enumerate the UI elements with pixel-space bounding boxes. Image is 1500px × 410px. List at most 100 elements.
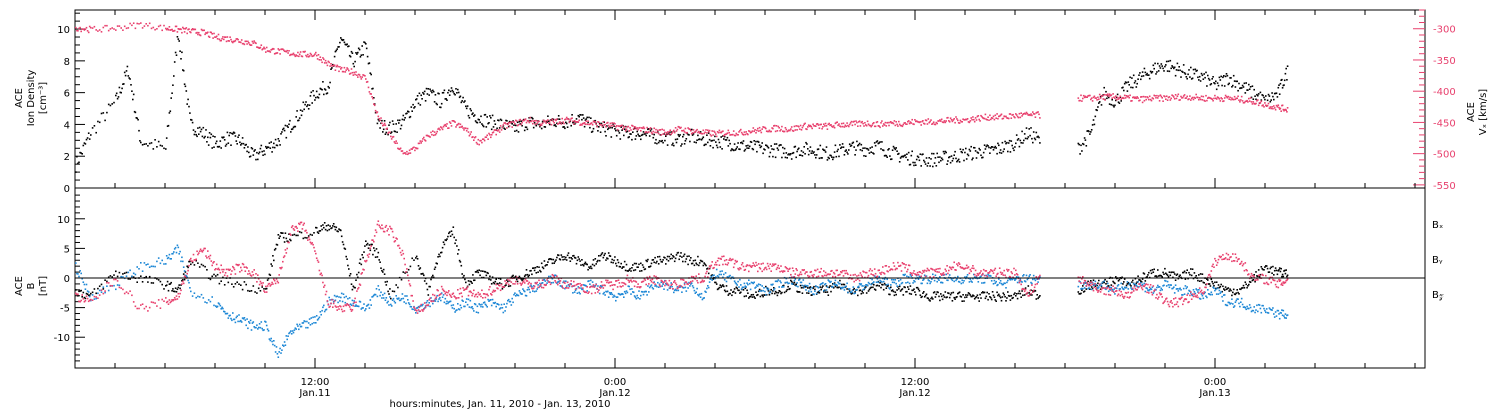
bx-point	[1103, 281, 1105, 284]
ion-density-point	[305, 101, 307, 103]
vx-point	[1114, 97, 1116, 99]
vx-point	[570, 117, 572, 120]
bx-point	[622, 266, 624, 268]
by-point	[758, 290, 761, 292]
by-point	[254, 326, 256, 329]
by-point	[227, 317, 230, 319]
vx-point	[437, 128, 439, 130]
vx-point	[407, 152, 410, 155]
vx-point	[1213, 97, 1215, 100]
by-point	[223, 310, 225, 313]
vx-point	[856, 121, 858, 124]
vx-point	[482, 138, 485, 140]
vx-point	[136, 22, 138, 25]
ion-density-point	[1188, 69, 1190, 71]
ion-density-point	[796, 150, 798, 153]
bx-point	[812, 287, 814, 290]
vx-point	[476, 143, 479, 145]
bx-point	[988, 293, 990, 295]
bx-point	[1222, 285, 1224, 288]
ion-density-point	[656, 142, 658, 145]
by-point	[945, 273, 947, 276]
vx-point	[183, 31, 186, 33]
vx-point	[749, 131, 752, 134]
ion-density-point	[631, 138, 633, 141]
bx-point	[553, 262, 555, 264]
by-point	[519, 291, 522, 294]
by-point	[223, 311, 226, 313]
top-left-tick-label: 0	[64, 184, 70, 195]
x-tick-label-time: 0:00	[1204, 377, 1226, 388]
ion-density-point	[298, 119, 300, 122]
ion-density-point	[548, 123, 551, 126]
vx-point	[718, 129, 721, 132]
vx-point	[953, 118, 955, 120]
vx-point	[1124, 97, 1127, 99]
vx-point	[520, 123, 522, 126]
vx-point	[245, 40, 247, 43]
by-point	[298, 323, 301, 326]
bx-point	[1286, 274, 1289, 277]
ion-density-point	[231, 132, 233, 135]
by-point	[285, 335, 288, 337]
ion-density-point	[1160, 63, 1163, 65]
by-point	[648, 286, 651, 289]
vx-point	[372, 97, 374, 100]
bx-point	[774, 290, 777, 293]
vx-point	[379, 119, 381, 122]
by-point	[867, 281, 870, 284]
vx-point	[973, 118, 975, 121]
by-point	[828, 280, 830, 282]
vx-point	[207, 31, 209, 34]
vx-point	[1223, 97, 1226, 99]
by-point	[896, 285, 898, 287]
bx-point	[707, 272, 710, 275]
ion-density-point	[595, 122, 597, 125]
by-point	[907, 281, 909, 284]
vx-point	[257, 47, 260, 49]
bx-point	[645, 259, 647, 262]
ion-density-point	[564, 127, 566, 130]
ion-density-point	[382, 128, 385, 131]
ion-density-point	[147, 145, 149, 147]
by-point	[812, 293, 814, 295]
by-point	[995, 280, 997, 283]
vx-point	[1084, 95, 1087, 98]
bx-point	[129, 278, 131, 280]
by-point	[625, 290, 628, 292]
ion-density-point	[979, 149, 981, 151]
ion-density-point	[956, 160, 958, 163]
bx-point	[319, 230, 322, 232]
ion-density-point	[1281, 78, 1283, 81]
ion-density-point	[696, 139, 698, 141]
vx-point	[597, 121, 599, 123]
vx-point	[485, 136, 488, 138]
ion-density-point	[811, 150, 813, 152]
by-point	[733, 280, 736, 282]
ion-density-point	[920, 165, 922, 167]
bx-point	[1165, 273, 1168, 276]
vx-point	[568, 121, 571, 124]
ion-density-point	[1139, 72, 1141, 74]
vx-point	[475, 141, 478, 144]
bx-point	[174, 287, 177, 289]
by-point	[1026, 278, 1029, 281]
ion-density-point	[907, 151, 910, 154]
ion-density-point	[1234, 86, 1237, 88]
bx-point	[663, 256, 665, 259]
bx-point	[982, 291, 985, 294]
bx-point	[409, 265, 412, 268]
vx-point	[601, 125, 604, 128]
vx-point	[594, 120, 597, 123]
by-point	[909, 273, 912, 276]
by-point	[810, 290, 813, 293]
by-point	[482, 302, 485, 304]
ion-density-point	[466, 105, 469, 107]
ion-density-point	[1085, 145, 1088, 147]
ion-density-point	[613, 125, 615, 127]
bx-point	[630, 270, 632, 272]
by-point	[749, 288, 752, 291]
vx-point	[1173, 98, 1176, 100]
ion-density-point	[109, 104, 112, 107]
vx-point	[385, 128, 388, 130]
